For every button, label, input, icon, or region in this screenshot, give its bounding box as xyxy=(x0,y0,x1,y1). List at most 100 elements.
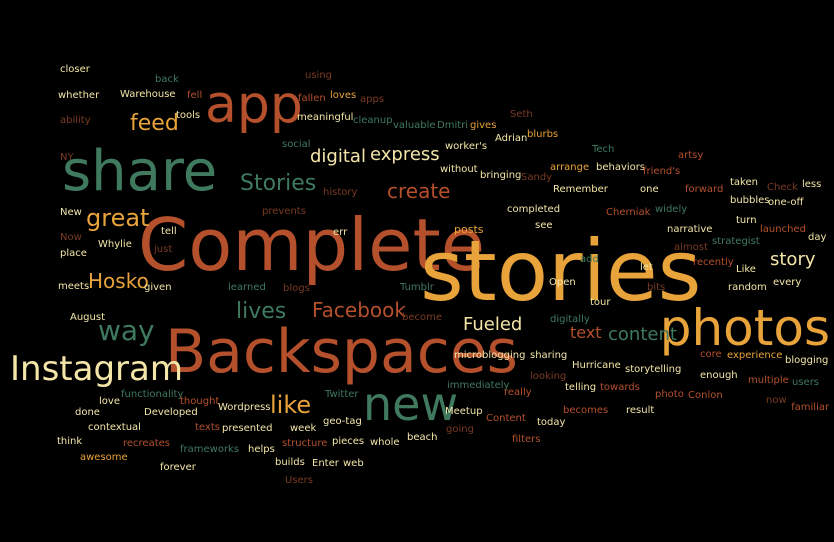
word-conlon: Conlon xyxy=(688,390,723,401)
word-becomes: becomes xyxy=(563,405,608,416)
word-functionality: functionality xyxy=(121,389,183,400)
word-history: history xyxy=(323,187,357,198)
word-apps: apps xyxy=(360,94,384,105)
word-twitter: Twitter xyxy=(324,389,359,400)
word-frameworks: frameworks xyxy=(180,444,239,455)
word-warehouse: Warehouse xyxy=(120,89,176,100)
word-today: today xyxy=(537,417,566,428)
word-helps: helps xyxy=(248,444,275,455)
word-cleanup: cleanup xyxy=(353,115,393,126)
word-new: New xyxy=(60,207,82,218)
word-digital: digital xyxy=(310,146,366,167)
word-open: Open xyxy=(549,277,576,288)
word-express: express xyxy=(370,144,440,165)
word-blurbs: blurbs xyxy=(527,129,558,140)
word-back: back xyxy=(155,74,179,85)
word-prevents: prevents xyxy=(262,206,306,217)
word-seth: Seth xyxy=(510,109,533,120)
word-users: Users xyxy=(285,475,313,486)
word-thought: thought xyxy=(180,396,219,407)
word-using: using xyxy=(305,70,332,81)
word-strategist: strategist xyxy=(712,236,760,247)
word-learned: learned xyxy=(228,282,266,293)
word-one: one xyxy=(640,184,659,195)
word-tour: tour xyxy=(590,297,611,308)
word-facebook: Facebook xyxy=(312,298,406,322)
word-beach: beach xyxy=(407,432,437,443)
word-hosko: Hosko xyxy=(88,269,149,293)
word-blogs: blogs xyxy=(283,283,310,294)
word-cherniak: Cherniak xyxy=(606,207,651,218)
word-see: see xyxy=(535,220,553,231)
word-meaningful: meaningful xyxy=(297,112,353,123)
word-now: now xyxy=(766,395,787,406)
word-posts: posts xyxy=(454,223,484,236)
word-immediately: immediately xyxy=(447,380,510,391)
word-turn: turn xyxy=(736,215,757,226)
word-builds: builds xyxy=(275,457,305,468)
word-err: err xyxy=(333,227,348,238)
word-almost: almost xyxy=(674,242,708,253)
word-bubbles: bubbles xyxy=(730,195,770,206)
word-content: content xyxy=(608,324,677,345)
word-artsy: artsy xyxy=(678,150,703,161)
word-web: web xyxy=(343,458,364,469)
word-way: way xyxy=(98,314,155,347)
word-without: without xyxy=(440,164,478,175)
word-arrange: arrange xyxy=(550,162,589,173)
word-tell: tell xyxy=(161,226,177,237)
word-looking: looking xyxy=(530,371,566,382)
word-towards: towards xyxy=(600,382,640,393)
word-ability: ability xyxy=(60,115,91,126)
word-photos: photos xyxy=(660,299,830,357)
word-given: given xyxy=(144,282,172,293)
word-structure: structure xyxy=(282,438,327,449)
word-meetup: Meetup xyxy=(445,406,483,417)
word-ny: NY xyxy=(60,152,74,163)
word-awesome: awesome xyxy=(80,452,128,463)
word-august: August xyxy=(70,312,105,323)
word-users: users xyxy=(792,377,819,388)
word-multiple: multiple xyxy=(748,375,789,386)
word-just: just xyxy=(153,244,172,255)
word-feed: feed xyxy=(130,111,179,136)
word-geo-tag: geo-tag xyxy=(323,416,362,427)
word-launched: launched xyxy=(760,224,806,235)
word-narrative: narrative xyxy=(667,224,712,235)
word-valuable: valuable xyxy=(393,120,436,131)
word-complete: Complete xyxy=(138,203,485,287)
word-create: create xyxy=(387,179,451,203)
word-worker-s: worker's xyxy=(445,141,487,152)
word-done: done xyxy=(75,407,100,418)
word-remember: Remember xyxy=(553,184,609,195)
word-dmitri: Dmitri xyxy=(437,120,468,131)
word-microblogging: microblogging xyxy=(454,350,525,361)
word-new: new xyxy=(363,377,458,431)
word-less: less xyxy=(802,179,821,190)
word-adrian: Adrian xyxy=(495,133,527,144)
word-app: app xyxy=(205,75,303,135)
word-really: really xyxy=(504,387,532,398)
word-forever: forever xyxy=(160,462,197,473)
word-filters: filters xyxy=(512,434,540,445)
word-now: Now xyxy=(60,232,82,243)
word-lives: lives xyxy=(236,299,286,324)
word-instagram: Instagram xyxy=(10,349,183,389)
word-text: text xyxy=(570,323,602,342)
word-fallen: fallen xyxy=(298,93,326,104)
word-add: add xyxy=(580,254,599,265)
word-tumblr: Tumblr xyxy=(399,282,435,293)
word-let: let xyxy=(640,262,653,273)
word-random: random xyxy=(728,282,767,293)
word-blogging: blogging xyxy=(785,355,828,366)
word-gives: gives xyxy=(470,120,496,131)
word-stories: Stories xyxy=(240,171,316,196)
word-whether: whether xyxy=(58,90,100,101)
word-friend-s: friend's xyxy=(643,166,680,177)
word-week: week xyxy=(290,423,316,434)
word-hurricane: Hurricane xyxy=(572,360,621,371)
word-experience: experience xyxy=(727,350,782,361)
word-become: become xyxy=(402,312,442,323)
word-recently: recently xyxy=(693,257,734,268)
